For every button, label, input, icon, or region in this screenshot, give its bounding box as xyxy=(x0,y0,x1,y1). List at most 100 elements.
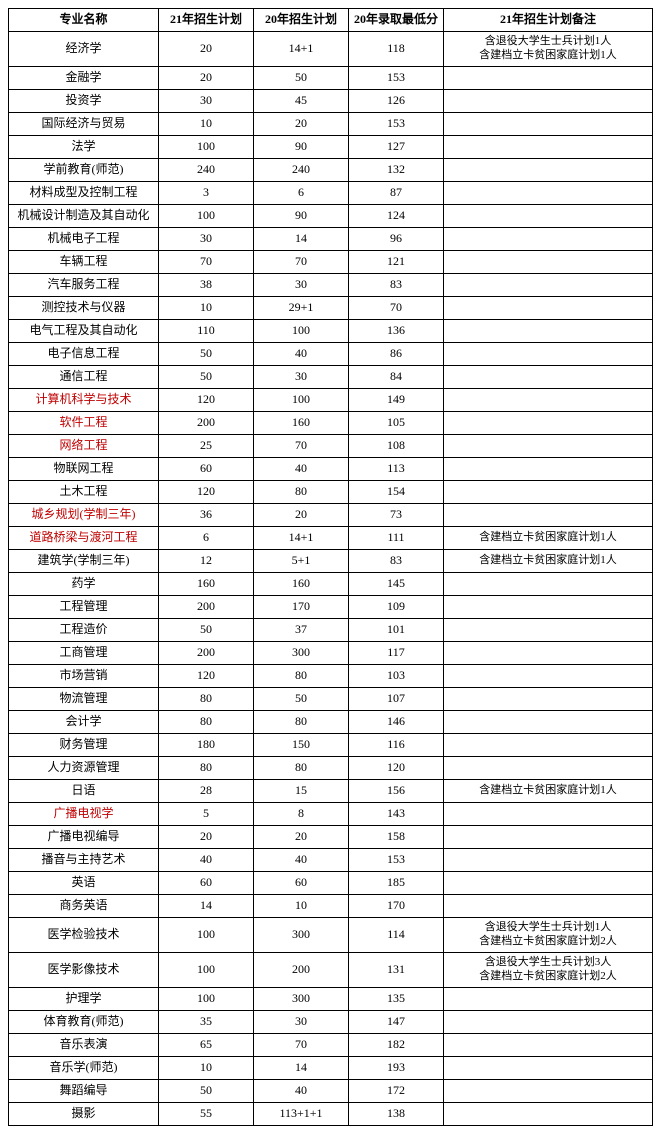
cell-plan21: 100 xyxy=(159,988,254,1011)
cell-major-name: 金融学 xyxy=(9,67,159,90)
cell-plan20: 100 xyxy=(254,389,349,412)
cell-plan21: 20 xyxy=(159,67,254,90)
col-header-note: 21年招生计划备注 xyxy=(444,9,653,32)
table-row: 药学160160145 xyxy=(9,573,653,596)
cell-note xyxy=(444,251,653,274)
cell-plan21: 50 xyxy=(159,619,254,642)
cell-plan20: 14 xyxy=(254,228,349,251)
cell-major-name: 护理学 xyxy=(9,988,159,1011)
cell-note xyxy=(444,458,653,481)
cell-major-name: 土木工程 xyxy=(9,481,159,504)
cell-major-name: 财务管理 xyxy=(9,734,159,757)
table-row: 电子信息工程504086 xyxy=(9,343,653,366)
table-row: 播音与主持艺术4040153 xyxy=(9,849,653,872)
cell-note xyxy=(444,988,653,1011)
table-row: 音乐学(师范)1014193 xyxy=(9,1057,653,1080)
cell-major-name: 测控技术与仪器 xyxy=(9,297,159,320)
cell-plan21: 10 xyxy=(159,297,254,320)
table-row: 计算机科学与技术120100149 xyxy=(9,389,653,412)
cell-major-name: 软件工程 xyxy=(9,412,159,435)
cell-score: 158 xyxy=(349,826,444,849)
cell-major-name: 机械电子工程 xyxy=(9,228,159,251)
cell-plan20: 100 xyxy=(254,320,349,343)
table-row: 工商管理200300117 xyxy=(9,642,653,665)
cell-plan20: 20 xyxy=(254,826,349,849)
cell-major-name: 国际经济与贸易 xyxy=(9,113,159,136)
cell-note xyxy=(444,205,653,228)
table-row: 道路桥梁与渡河工程614+1111含建档立卡贫困家庭计划1人 xyxy=(9,527,653,550)
cell-note xyxy=(444,1011,653,1034)
cell-plan21: 100 xyxy=(159,136,254,159)
cell-plan21: 80 xyxy=(159,757,254,780)
cell-plan21: 65 xyxy=(159,1034,254,1057)
cell-score: 116 xyxy=(349,734,444,757)
cell-major-name: 机械设计制造及其自动化 xyxy=(9,205,159,228)
cell-score: 101 xyxy=(349,619,444,642)
cell-note xyxy=(444,481,653,504)
cell-score: 103 xyxy=(349,665,444,688)
cell-plan21: 200 xyxy=(159,596,254,619)
cell-plan21: 120 xyxy=(159,481,254,504)
cell-plan21: 14 xyxy=(159,895,254,918)
cell-major-name: 医学检验技术 xyxy=(9,918,159,953)
table-row: 物联网工程6040113 xyxy=(9,458,653,481)
cell-major-name: 日语 xyxy=(9,780,159,803)
cell-plan20: 40 xyxy=(254,1080,349,1103)
cell-note: 含建档立卡贫困家庭计划1人 xyxy=(444,550,653,573)
cell-score: 135 xyxy=(349,988,444,1011)
cell-plan21: 35 xyxy=(159,1011,254,1034)
cell-plan20: 70 xyxy=(254,435,349,458)
cell-note xyxy=(444,159,653,182)
cell-score: 153 xyxy=(349,113,444,136)
table-row: 医学检验技术100300114含退役大学生士兵计划1人含建档立卡贫困家庭计划2人 xyxy=(9,918,653,953)
cell-plan21: 100 xyxy=(159,953,254,988)
cell-plan20: 5+1 xyxy=(254,550,349,573)
cell-score: 156 xyxy=(349,780,444,803)
cell-major-name: 医学影像技术 xyxy=(9,953,159,988)
cell-note: 含建档立卡贫困家庭计划1人 xyxy=(444,780,653,803)
cell-plan21: 180 xyxy=(159,734,254,757)
cell-plan21: 200 xyxy=(159,412,254,435)
table-row: 汽车服务工程383083 xyxy=(9,274,653,297)
cell-plan21: 25 xyxy=(159,435,254,458)
table-row: 广播电视编导2020158 xyxy=(9,826,653,849)
cell-score: 154 xyxy=(349,481,444,504)
cell-plan20: 60 xyxy=(254,872,349,895)
cell-score: 109 xyxy=(349,596,444,619)
cell-score: 83 xyxy=(349,274,444,297)
cell-major-name: 法学 xyxy=(9,136,159,159)
cell-major-name: 药学 xyxy=(9,573,159,596)
cell-note xyxy=(444,619,653,642)
table-row: 日语2815156含建档立卡贫困家庭计划1人 xyxy=(9,780,653,803)
cell-plan20: 14+1 xyxy=(254,32,349,67)
cell-score: 84 xyxy=(349,366,444,389)
cell-major-name: 英语 xyxy=(9,872,159,895)
cell-note xyxy=(444,343,653,366)
cell-plan20: 300 xyxy=(254,642,349,665)
table-row: 学前教育(师范)240240132 xyxy=(9,159,653,182)
cell-plan21: 30 xyxy=(159,228,254,251)
cell-major-name: 舞蹈编导 xyxy=(9,1080,159,1103)
cell-plan21: 200 xyxy=(159,642,254,665)
cell-score: 131 xyxy=(349,953,444,988)
cell-plan21: 60 xyxy=(159,458,254,481)
table-row: 财务管理180150116 xyxy=(9,734,653,757)
cell-major-name: 通信工程 xyxy=(9,366,159,389)
table-row: 舞蹈编导5040172 xyxy=(9,1080,653,1103)
cell-note xyxy=(444,182,653,205)
col-header-plan21: 21年招生计划 xyxy=(159,9,254,32)
cell-plan20: 14+1 xyxy=(254,527,349,550)
cell-plan20: 30 xyxy=(254,366,349,389)
cell-score: 73 xyxy=(349,504,444,527)
cell-plan20: 80 xyxy=(254,757,349,780)
table-row: 英语6060185 xyxy=(9,872,653,895)
cell-score: 96 xyxy=(349,228,444,251)
cell-score: 146 xyxy=(349,711,444,734)
cell-note xyxy=(444,412,653,435)
cell-plan20: 240 xyxy=(254,159,349,182)
cell-note xyxy=(444,389,653,412)
cell-score: 121 xyxy=(349,251,444,274)
cell-score: 108 xyxy=(349,435,444,458)
cell-plan20: 300 xyxy=(254,988,349,1011)
cell-score: 114 xyxy=(349,918,444,953)
